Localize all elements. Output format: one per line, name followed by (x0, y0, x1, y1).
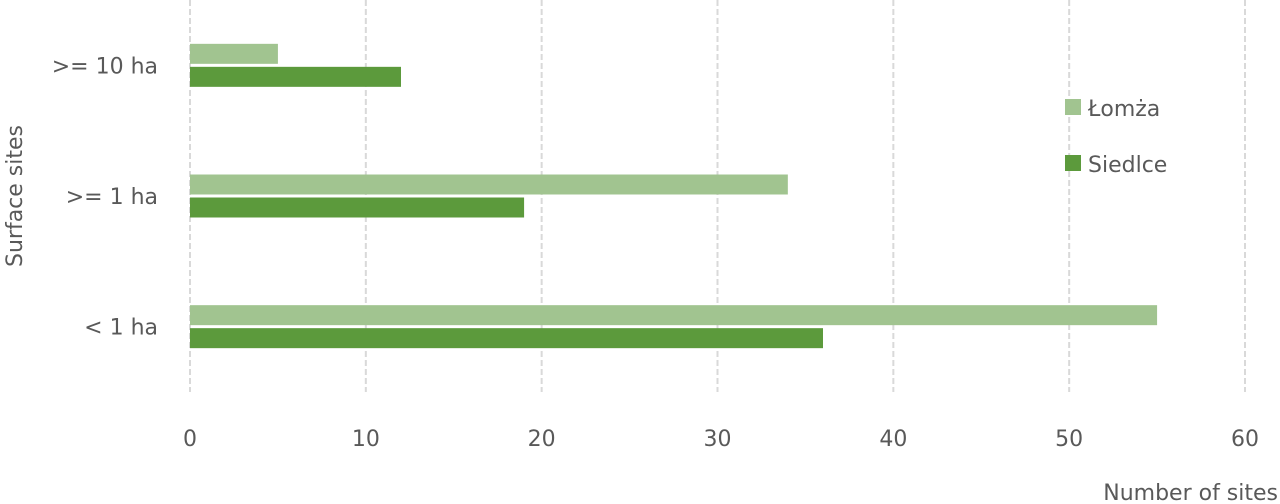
bar-siedlce-2 (190, 66, 401, 87)
y-axis-category-labels: < 1 ha >= 1 ha >= 10 ha (52, 54, 158, 340)
x-tick-label: 20 (528, 427, 556, 452)
x-tick-label: 0 (183, 427, 197, 452)
legend-label: Siedlce (1088, 153, 1167, 178)
legend-label: Łomża (1087, 97, 1160, 122)
gridlines (189, 0, 1246, 392)
x-tick-label: 50 (1055, 427, 1083, 452)
category-label: >= 10 ha (52, 54, 158, 79)
y-axis-title: Surface sites (3, 125, 28, 267)
legend-swatch (1065, 99, 1081, 115)
bar-łomża-1 (190, 174, 788, 195)
legend: Łomża Siedlce (1065, 97, 1167, 178)
category-label: < 1 ha (84, 316, 158, 341)
x-axis-title: Number of sites (1103, 481, 1278, 504)
bar-łomża-2 (190, 43, 278, 64)
bars (190, 43, 1158, 349)
x-axis-ticks: 0 10 20 30 40 50 60 (183, 427, 1259, 452)
x-tick-label: 30 (704, 427, 732, 452)
legend-swatch (1065, 155, 1081, 171)
category-label: >= 1 ha (66, 185, 158, 210)
bar-siedlce-0 (190, 328, 823, 349)
bar-siedlce-1 (190, 197, 525, 218)
x-tick-label: 10 (352, 427, 380, 452)
x-tick-label: 40 (879, 427, 907, 452)
x-tick-label: 60 (1231, 427, 1259, 452)
bar-łomża-0 (190, 305, 1158, 326)
